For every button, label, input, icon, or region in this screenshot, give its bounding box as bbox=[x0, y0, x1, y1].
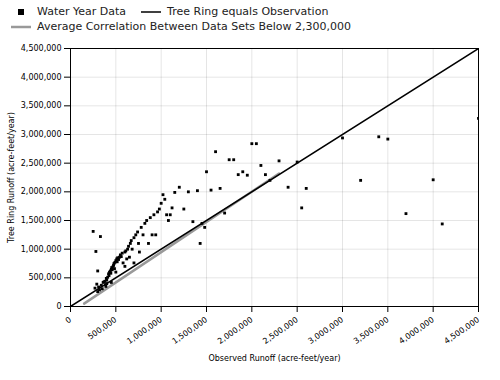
svg-text:1,000,000: 1,000,000 bbox=[21, 245, 62, 254]
svg-text:3,000,000: 3,000,000 bbox=[21, 130, 62, 139]
svg-text:2,000,000: 2,000,000 bbox=[21, 187, 62, 196]
svg-text:2,500,000: 2,500,000 bbox=[261, 315, 300, 346]
svg-text:4,000,000: 4,000,000 bbox=[397, 315, 436, 346]
svg-text:500,000: 500,000 bbox=[86, 315, 118, 341]
svg-text:Tree Ring Runoff (acre-feet/ye: Tree Ring Runoff (acre-feet/year) bbox=[7, 112, 16, 244]
svg-text:0: 0 bbox=[64, 315, 73, 325]
svg-text:Observed Runoff (acre-feet/yea: Observed Runoff (acre-feet/year) bbox=[208, 354, 340, 363]
svg-text:3,000,000: 3,000,000 bbox=[307, 315, 346, 346]
html-text:Average Correlation Between Da: Average Correlation Between Data Sets Be… bbox=[37, 20, 352, 33]
svg-text:500,000: 500,000 bbox=[28, 273, 61, 282]
svg-text:3,500,000: 3,500,000 bbox=[352, 315, 391, 346]
html-text:Water Year Data: Water Year Data bbox=[37, 5, 127, 18]
svg-text:1,500,000: 1,500,000 bbox=[21, 216, 62, 225]
svg-text:1,000,000: 1,000,000 bbox=[125, 315, 164, 346]
svg-text:4,500,000: 4,500,000 bbox=[21, 44, 62, 53]
svg-text:0: 0 bbox=[56, 302, 61, 311]
svg-text:2,500,000: 2,500,000 bbox=[21, 159, 62, 168]
svg-text:4,000,000: 4,000,000 bbox=[21, 73, 62, 82]
html-text:Tree Ring equals Observation: Tree Ring equals Observation bbox=[167, 5, 329, 18]
svg-text:3,500,000: 3,500,000 bbox=[21, 101, 62, 110]
svg-text:1,500,000: 1,500,000 bbox=[171, 315, 210, 346]
svg-text:4,500,000: 4,500,000 bbox=[443, 315, 482, 346]
svg-text:2,000,000: 2,000,000 bbox=[216, 315, 255, 346]
